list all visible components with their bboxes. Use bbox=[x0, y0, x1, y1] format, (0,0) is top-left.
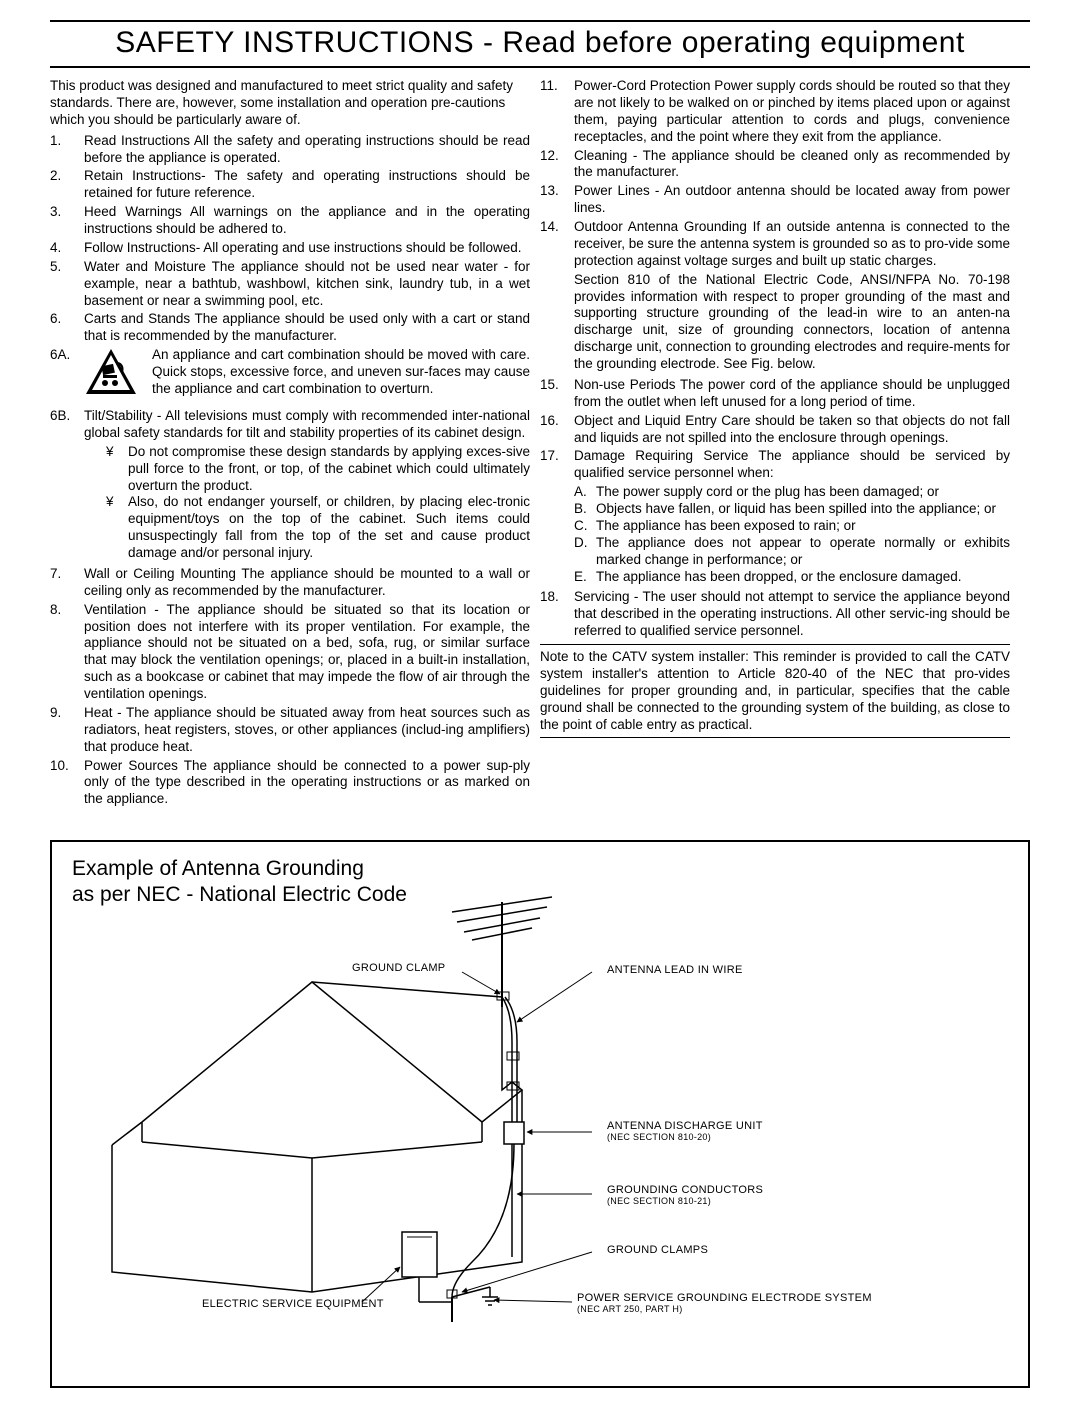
right-column: 11.Power-Cord Protection Power supply co… bbox=[540, 78, 1010, 742]
label-antenna-lead: ANTENNA LEAD IN WIRE bbox=[607, 964, 743, 976]
catv-note: Note to the CATV system installer: This … bbox=[540, 649, 1010, 733]
label-ground-clamps: GROUND CLAMPS bbox=[607, 1244, 708, 1256]
item-17-sublist: A.The power supply cord or the plug has … bbox=[574, 484, 1010, 585]
catv-bottom-rule bbox=[540, 737, 1010, 738]
grounding-figure: Example of Antenna Grounding as per NEC … bbox=[50, 840, 1030, 1388]
item-9: 9.Heat - The appliance should be situate… bbox=[50, 705, 530, 756]
item-17d: D.The appliance does not appear to opera… bbox=[574, 535, 1010, 569]
label-electric-service: ELECTRIC SERVICE EQUIPMENT bbox=[202, 1298, 384, 1310]
catv-top-rule bbox=[540, 644, 1010, 645]
grounding-diagram bbox=[52, 842, 1012, 1342]
label-ground-clamp-top: GROUND CLAMP bbox=[352, 962, 445, 974]
item-5: 5.Water and Moisture The appliance shoul… bbox=[50, 259, 530, 310]
item-4: 4.Follow Instructions- All operating and… bbox=[50, 240, 530, 257]
item-1-text: Read Instructions All the safety and ope… bbox=[84, 133, 530, 167]
item-16: 16.Object and Liquid Entry Care should b… bbox=[540, 413, 1010, 447]
item-6a: 6A. bbox=[50, 347, 530, 406]
item-18-text: Servicing - The user should not attempt … bbox=[574, 589, 1010, 640]
label-conductors: GROUNDING CONDUCTORS (NEC SECTION 810-21… bbox=[607, 1184, 763, 1206]
instruction-list-right2: 15.Non-use Periods The power cord of the… bbox=[540, 377, 1010, 640]
item-17e-text: The appliance has been dropped, or the e… bbox=[596, 569, 1010, 586]
item-14: 14.Outdoor Antenna Grounding If an outsi… bbox=[540, 219, 1010, 270]
item-6b-sublist: ¥Do not compromise these design standard… bbox=[84, 444, 530, 562]
label-discharge: ANTENNA DISCHARGE UNIT (NEC SECTION 810-… bbox=[607, 1120, 763, 1142]
item-17: 17. Damage Requiring Service The applian… bbox=[540, 448, 1010, 587]
item-13-text: Power Lines - An outdoor antenna should … bbox=[574, 183, 1010, 217]
item-11: 11.Power-Cord Protection Power supply co… bbox=[540, 78, 1010, 146]
item-6b-sub2-text: Also, do not endanger yourself, or child… bbox=[128, 494, 530, 562]
item-9-text: Heat - The appliance should be situated … bbox=[84, 705, 530, 756]
item-17c: C.The appliance has been exposed to rain… bbox=[574, 518, 1010, 535]
page: SAFETY INSTRUCTIONS - Read before operat… bbox=[0, 0, 1080, 1428]
item-10-text: Power Sources The appliance should be co… bbox=[84, 758, 530, 809]
item-6b: 6B. Tilt/Stability - All televisions mus… bbox=[50, 408, 530, 564]
content-columns: This product was designed and manufactur… bbox=[50, 78, 1030, 810]
page-title: SAFETY INSTRUCTIONS - Read before operat… bbox=[50, 22, 1030, 66]
cart-warning-icon bbox=[84, 347, 152, 406]
intro-text: This product was designed and manufactur… bbox=[50, 78, 530, 129]
item-6b-sub2: ¥Also, do not endanger yourself, or chil… bbox=[106, 494, 530, 562]
item-6-text: Carts and Stands The appliance should be… bbox=[84, 311, 530, 345]
item-13: 13.Power Lines - An outdoor antenna shou… bbox=[540, 183, 1010, 217]
instruction-list-right: 11.Power-Cord Protection Power supply co… bbox=[540, 78, 1010, 270]
item-16-text: Object and Liquid Entry Care should be t… bbox=[574, 413, 1010, 447]
item-17c-text: The appliance has been exposed to rain; … bbox=[596, 518, 1010, 535]
item-1: 1.Read Instructions All the safety and o… bbox=[50, 133, 530, 167]
title-underline bbox=[50, 66, 1030, 68]
item-14-text: Outdoor Antenna Grounding If an outside … bbox=[574, 219, 1010, 270]
item-12: 12.Cleaning - The appliance should be cl… bbox=[540, 148, 1010, 182]
item-11-text: Power-Cord Protection Power supply cords… bbox=[574, 78, 1010, 146]
item-15-text: Non-use Periods The power cord of the ap… bbox=[574, 377, 1010, 411]
item-17d-text: The appliance does not appear to operate… bbox=[596, 535, 1010, 569]
item-6b-sub1: ¥Do not compromise these design standard… bbox=[106, 444, 530, 495]
item-6b-sub1-text: Do not compromise these design standards… bbox=[128, 444, 530, 495]
item-8-text: Ventilation - The appliance should be si… bbox=[84, 602, 530, 703]
item-17-text: Damage Requiring Service The appliance s… bbox=[574, 448, 1010, 480]
label-power-service: POWER SERVICE GROUNDING ELECTRODE SYSTEM… bbox=[577, 1292, 872, 1314]
item-17b-text: Objects have fallen, or liquid has been … bbox=[596, 501, 1010, 518]
item-14-continuation: Section 810 of the National Electric Cod… bbox=[540, 272, 1010, 373]
left-column: This product was designed and manufactur… bbox=[50, 78, 540, 810]
item-5-text: Water and Moisture The appliance should … bbox=[84, 259, 530, 310]
item-2: 2.Retain Instructions- The safety and op… bbox=[50, 168, 530, 202]
item-7-text: Wall or Ceiling Mounting The appliance s… bbox=[84, 566, 530, 600]
item-2-text: Retain Instructions- The safety and oper… bbox=[84, 168, 530, 202]
item-6a-text: An appliance and cart combination should… bbox=[152, 347, 530, 406]
item-4-text: Follow Instructions- All operating and u… bbox=[84, 240, 530, 257]
item-8: 8.Ventilation - The appliance should be … bbox=[50, 602, 530, 703]
item-6: 6.Carts and Stands The appliance should … bbox=[50, 311, 530, 345]
item-17e: E.The appliance has been dropped, or the… bbox=[574, 569, 1010, 586]
item-3: 3.Heed Warnings All warnings on the appl… bbox=[50, 204, 530, 238]
item-15: 15.Non-use Periods The power cord of the… bbox=[540, 377, 1010, 411]
item-18: 18.Servicing - The user should not attem… bbox=[540, 589, 1010, 640]
item-12-text: Cleaning - The appliance should be clean… bbox=[574, 148, 1010, 182]
item-6b-text: Tilt/Stability - All televisions must co… bbox=[84, 408, 530, 440]
instruction-list-left: 1.Read Instructions All the safety and o… bbox=[50, 133, 530, 809]
item-17b: B.Objects have fallen, or liquid has bee… bbox=[574, 501, 1010, 518]
item-17a-text: The power supply cord or the plug has be… bbox=[596, 484, 1010, 501]
item-10: 10.Power Sources The appliance should be… bbox=[50, 758, 530, 809]
item-7: 7.Wall or Ceiling Mounting The appliance… bbox=[50, 566, 530, 600]
item-3-text: Heed Warnings All warnings on the applia… bbox=[84, 204, 530, 238]
item-17a: A.The power supply cord or the plug has … bbox=[574, 484, 1010, 501]
